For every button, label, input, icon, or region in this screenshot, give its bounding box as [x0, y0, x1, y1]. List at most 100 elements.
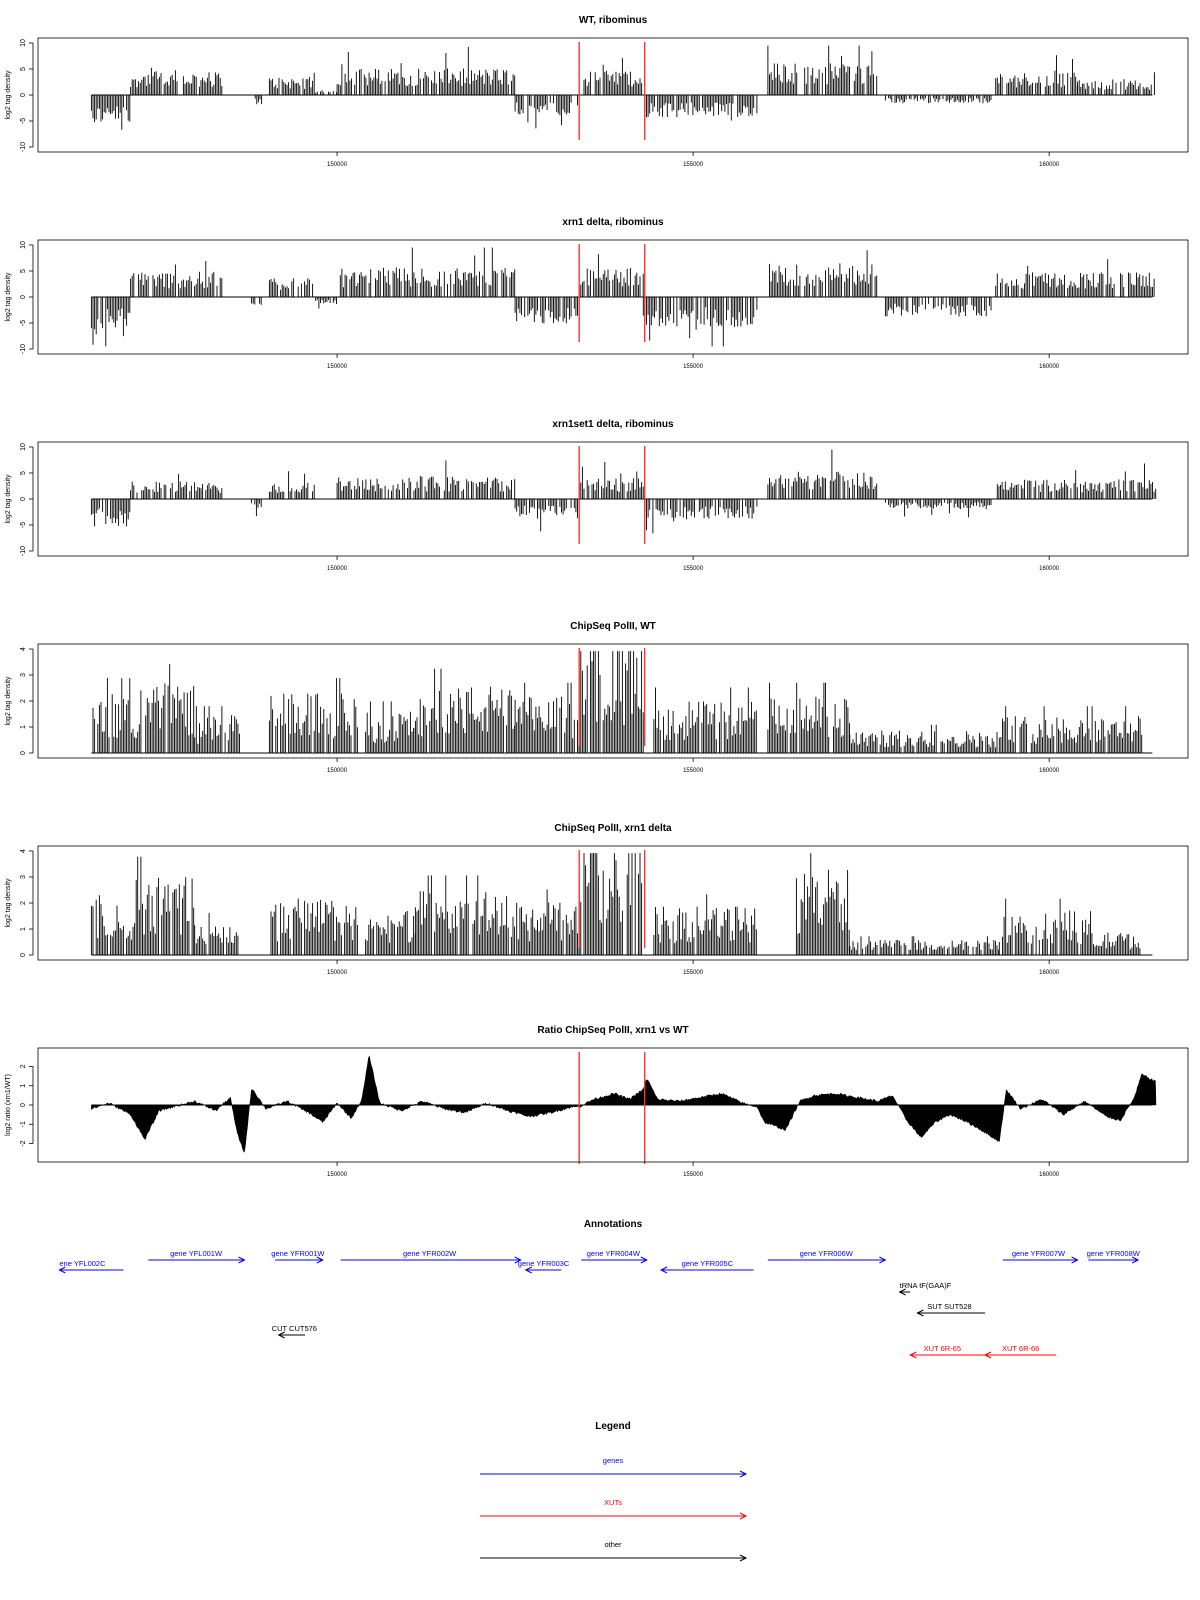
feature-label: XUT 6R-65 [924, 1344, 961, 1353]
signal-bars [251, 297, 262, 305]
signal-bars [90, 499, 131, 527]
annotation-feature[interactable]: gene YFR007W [1002, 1249, 1079, 1264]
annotation-feature[interactable]: SUT SUT528 [916, 1302, 986, 1317]
signal-segment [884, 95, 992, 104]
signal-bars [578, 651, 644, 753]
signal-segment [644, 499, 758, 534]
plot-frame [37, 643, 1189, 759]
panel-3: ChipSeq PolII, WT log2 tag density 0 1 2 3 4 15… [5, 621, 1189, 774]
signal-bars [315, 297, 337, 309]
signal-bars [268, 678, 358, 753]
signal-bars [514, 682, 580, 753]
signal-bars [251, 499, 262, 517]
legend-label: XUTs [604, 1498, 622, 1507]
annotation-feature[interactable]: gene YFL001W [148, 1249, 246, 1264]
signal-segment [767, 45, 878, 95]
feature-label: gene YFR006W [800, 1249, 854, 1258]
signal-bars [315, 90, 337, 95]
signal-segment [767, 449, 878, 499]
annotation-feature[interactable]: CUT CUT576 [272, 1324, 317, 1339]
signal-segment [90, 880, 137, 955]
y-tick-label: 4 [20, 647, 27, 651]
panel-title: ChipSeq PolII, xrn1 delta [554, 823, 672, 834]
legend-item: genes [480, 1456, 748, 1478]
x-tick-label: 150000 [327, 364, 348, 370]
signal-bars [137, 856, 195, 955]
annotation-feature[interactable]: gene YFR002W [340, 1249, 522, 1264]
panel-1: xrn1 delta, ribominus log2 tag density -10… [5, 217, 1189, 370]
signal-segment [194, 912, 239, 955]
y-tick-label: -10 [20, 546, 27, 556]
annotation-feature[interactable]: gene YFR005C [659, 1259, 754, 1274]
arrow-head-icon [514, 1256, 522, 1264]
x-tick-label: 155000 [683, 566, 704, 572]
annotation-feature[interactable]: gene YFR006W [767, 1249, 887, 1264]
feature-label: gene YFR005C [682, 1259, 734, 1268]
signal-segment [315, 297, 337, 309]
signal-segment [516, 889, 580, 955]
signal-segment [137, 664, 195, 753]
signal-bars [644, 499, 758, 534]
annotation-feature[interactable]: tRNA tF(GAA)F [898, 1281, 952, 1296]
panel-title: ChipSeq PolII, WT [570, 621, 656, 632]
y-tick-label: 10 [20, 443, 27, 451]
y-axis-label: log2 tag density [5, 474, 12, 524]
signal-bars [653, 687, 757, 753]
signal-segment [336, 46, 516, 95]
signal-segment [268, 678, 358, 753]
signal-segment [653, 687, 757, 753]
signal-segment [998, 706, 1143, 753]
signal-bars [414, 668, 516, 753]
signal-segment [336, 460, 516, 499]
signal-bars [516, 889, 580, 955]
signal-bars [90, 95, 131, 130]
signal-bars [339, 247, 516, 297]
annotation-feature[interactable]: gene YFR003C [518, 1259, 570, 1274]
signal-segment [130, 474, 223, 499]
signal-segment [268, 72, 315, 95]
signal-segment [137, 856, 195, 955]
y-axis-label: log2 tag density [5, 878, 12, 928]
y-tick-label: 0 [20, 295, 27, 299]
annotation-feature[interactable]: gene YFR001W [271, 1249, 325, 1264]
annotation-feature[interactable]: XUT 6R-65 [909, 1344, 986, 1359]
signal-bars [996, 463, 1157, 499]
legend-label: other [604, 1540, 622, 1549]
signal-segment [414, 668, 516, 753]
annotation-feature[interactable]: ene YFL002C [58, 1259, 124, 1274]
arrow-head-icon [1071, 1256, 1079, 1264]
annotations-panel: Annotations ene YFL002C gene YFL001W gene Y… [58, 1219, 1141, 1359]
legend-item: other [480, 1540, 748, 1562]
panel-4: ChipSeq PolII, xrn1 delta log2 tag densit… [5, 823, 1189, 976]
signal-segment [1077, 72, 1155, 95]
panel-5: Ratio ChipSeq PolII, xrn1 vs WT log2 rati… [5, 1025, 1189, 1178]
signal-bars [995, 259, 1155, 297]
signal-bars [1091, 932, 1141, 955]
arrow-head-icon [898, 1288, 906, 1296]
signal-bars [583, 58, 643, 95]
signal-segment [339, 247, 516, 297]
x-tick-label: 155000 [683, 364, 704, 370]
arrow-head-icon [739, 1554, 748, 1562]
annotation-feature[interactable]: gene YFR008W [1087, 1249, 1141, 1264]
signal-bars [414, 875, 516, 955]
signal-segment [514, 95, 578, 129]
signal-segment [995, 55, 1078, 95]
annotation-feature[interactable]: gene YFR004W [581, 1249, 648, 1264]
signal-bars [995, 55, 1078, 95]
signal-segment [996, 463, 1157, 499]
arrow-head-icon [524, 1266, 532, 1274]
signal-bars [767, 449, 878, 499]
signal-bars [130, 261, 223, 297]
signal-bars [578, 853, 643, 955]
x-tick-label: 160000 [1039, 162, 1060, 168]
feature-label: gene YFR001W [271, 1249, 325, 1258]
y-tick-label: 0 [20, 497, 27, 501]
signal-segment [884, 499, 992, 518]
feature-label: tRNA tF(GAA)F [900, 1281, 952, 1290]
annotation-feature[interactable]: XUT 6R-66 [983, 1344, 1057, 1359]
signal-segment [514, 499, 580, 532]
signal-bars [998, 898, 1091, 955]
signal-segment [578, 254, 644, 297]
y-tick-label: 0 [20, 751, 27, 755]
